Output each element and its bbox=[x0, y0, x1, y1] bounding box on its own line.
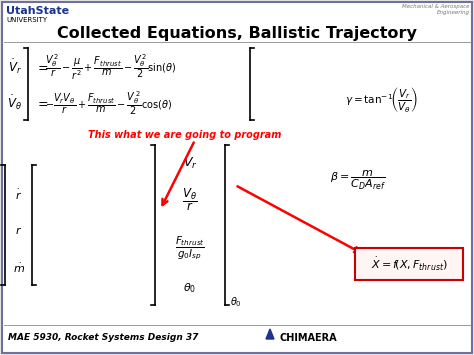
Text: $\dot{m}$: $\dot{m}$ bbox=[13, 261, 25, 275]
Text: This what we are going to program: This what we are going to program bbox=[88, 130, 282, 140]
Text: Mechanical & Aerospace
Engineering: Mechanical & Aerospace Engineering bbox=[402, 4, 470, 15]
Text: $V_r$: $V_r$ bbox=[182, 155, 197, 170]
Text: Collected Equations, Ballistic Trajectory: Collected Equations, Ballistic Trajector… bbox=[57, 26, 417, 41]
Text: UtahState: UtahState bbox=[6, 6, 69, 16]
Text: $=$: $=$ bbox=[35, 60, 49, 73]
Text: $r$: $r$ bbox=[16, 224, 23, 235]
Text: $\theta_0$: $\theta_0$ bbox=[230, 295, 242, 309]
Text: $\dfrac{V_{\theta}}{r}$: $\dfrac{V_{\theta}}{r}$ bbox=[182, 187, 198, 213]
Text: CHIMAERA: CHIMAERA bbox=[280, 333, 337, 343]
Bar bbox=[355, 248, 463, 280]
Polygon shape bbox=[266, 329, 274, 339]
Text: $\dfrac{V_{\theta}^{\,2}}{r} - \dfrac{\mu}{r^2} + \dfrac{F_{thrust}}{m} - \dfrac: $\dfrac{V_{\theta}^{\,2}}{r} - \dfrac{\m… bbox=[45, 52, 176, 82]
Text: $\beta = \dfrac{m}{C_D A_{ref}}$: $\beta = \dfrac{m}{C_D A_{ref}}$ bbox=[330, 168, 386, 192]
Text: $\dot{V}_\theta$: $\dot{V}_\theta$ bbox=[7, 94, 22, 112]
Text: UNIVERSITY: UNIVERSITY bbox=[6, 17, 47, 23]
Text: $=$: $=$ bbox=[35, 97, 49, 109]
Text: $\dfrac{F_{thrust}}{g_0 I_{sp}}$: $\dfrac{F_{thrust}}{g_0 I_{sp}}$ bbox=[175, 234, 205, 262]
Text: $\dot{r}$: $\dot{r}$ bbox=[16, 188, 23, 202]
Text: $\gamma = \tan^{-1}\!\!\left(\dfrac{V_r}{V_{\theta}}\right)$: $\gamma = \tan^{-1}\!\!\left(\dfrac{V_r}… bbox=[345, 86, 418, 115]
Text: $\dot{X} = f\!\left(X, F_{thrust}\right)$: $\dot{X} = f\!\left(X, F_{thrust}\right)… bbox=[371, 256, 447, 272]
Text: $-\dfrac{V_r V_{\theta}}{r} + \dfrac{F_{thrust}}{m} - \dfrac{V_{\theta}^{\,2}}{2: $-\dfrac{V_r V_{\theta}}{r} + \dfrac{F_{… bbox=[45, 89, 172, 117]
Text: $\theta_0$: $\theta_0$ bbox=[183, 281, 197, 295]
Text: MAE 5930, Rocket Systems Design 37: MAE 5930, Rocket Systems Design 37 bbox=[8, 333, 199, 343]
Text: $\dot{V}_r$: $\dot{V}_r$ bbox=[8, 58, 22, 76]
